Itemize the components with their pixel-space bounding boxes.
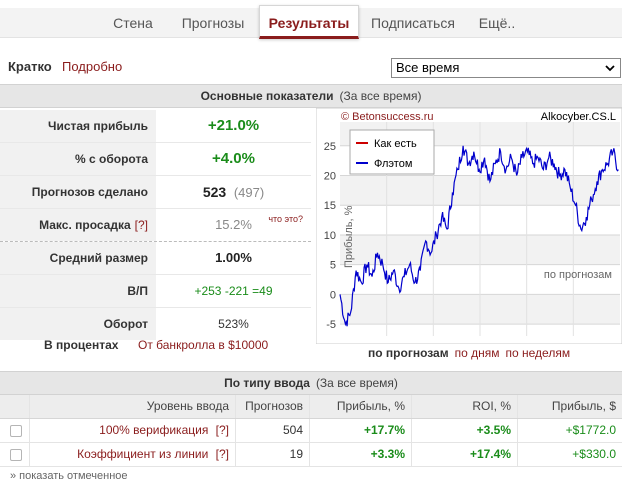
mode-brief[interactable]: Кратко [8,59,52,74]
main-stats-header: Основные показатели (За все время) [0,84,622,108]
level-name: Коэффициент из линии [77,447,209,461]
profit-pct-cell: +17.7% [310,419,412,442]
stat-label: В/П [0,275,156,307]
show-marked-link[interactable]: » показать отмеченное [10,470,128,482]
row-checkbox[interactable] [10,425,22,437]
stat-label: Чистая прибыль [0,110,156,142]
help-link[interactable]: [?] [215,423,229,437]
period-select-value: Все время [396,60,460,75]
stat-label: % с оборота [0,143,156,175]
header-cell-checkbox [0,395,30,418]
row-checkbox-cell [0,419,30,442]
stat-label-text: Макс. просадка [39,218,131,232]
forecasts-count-extra: (497) [233,185,265,200]
stat-label: Оборот [0,308,156,340]
stat-row-win-loss: В/П +253 -221 =49 [0,275,311,308]
drawdown-value: 15.2% [215,217,252,232]
stat-value: +253 -221 =49 [194,284,273,298]
header-cell-roi: ROI, % [412,395,518,418]
stat-value: 15.2% что это? [156,209,311,241]
tab-wall[interactable]: Стена [113,15,153,31]
level-cell: 100% верификация [?] [30,419,236,442]
tab-more[interactable]: Ещё.. [478,15,516,31]
level-name: 100% верификация [99,423,209,437]
profit-chart-svg: -5 0 5 10 15 20 25 © Betonsuccess.ru Alkocyber… [315,107,622,345]
y-tick-label: 5 [330,260,336,272]
y-ticks: -5 0 5 10 15 20 25 [324,141,336,331]
chart-x-mode-links: по прогнозам по дням по неделям [368,346,570,360]
legend-box [349,129,435,175]
help-link[interactable]: [?] [215,447,229,461]
stat-label: Макс. просадка [?] [0,209,156,241]
count-cell: 504 [236,419,310,442]
count-cell: 19 [236,443,310,466]
mode-detail-link[interactable]: Подробно [62,59,123,74]
type-section-title: По типу ввода [224,376,310,390]
top-nav: Стена Прогнозы Результаты Подписаться Ещ… [0,0,622,44]
roi-cell: +3.5% [412,419,518,442]
in-percent-label: В процентах [44,338,119,352]
stat-value: 1.00% [215,250,252,265]
chevron-down-icon [605,65,615,72]
profit-usd-cell: +$330.0 [572,447,616,461]
stat-row-net-profit: Чистая прибыль +21.0% [0,110,311,143]
chart-xlabel: по прогнозам [544,269,612,281]
stat-value: 523% [218,317,249,331]
y-tick-label: -5 [326,319,336,331]
y-tick-label: 20 [324,171,336,183]
stat-value: +4.0% [212,150,255,167]
table-row: 100% верификация [?] 504 +17.7% +3.5% +$… [0,419,622,443]
row-checkbox-cell [0,443,30,466]
stat-label: Прогнозов сделано [0,176,156,208]
main-stats-title: Основные показатели [200,89,334,103]
what-is-it-link[interactable]: что это? [268,214,303,224]
y-tick-label: 25 [324,141,336,153]
legend-entry-flat: Флэтом [374,158,412,170]
row-checkbox[interactable] [10,449,22,461]
stat-value: +21.0% [207,117,260,134]
roi-cell: +17.4% [412,443,518,466]
bankroll-link[interactable]: От банкролла в $10000 [138,338,269,352]
stat-value: 523 (497) [156,176,311,208]
y-tick-label: 10 [324,230,336,242]
x-mode-by-forecasts[interactable]: по прогнозам [368,346,449,360]
chart-watermark-right: Alkocyber.CS.L [541,111,616,123]
type-section-header: По типу ввода (За все время) [0,371,622,395]
stat-label: Средний размер [0,242,156,274]
help-link[interactable]: [?] [134,218,148,232]
tab-forecasts[interactable]: Прогнозы [181,15,245,31]
legend-entry-as-is: Как есть [374,138,417,150]
x-mode-by-weeks[interactable]: по неделям [505,346,571,360]
header-cell-profit-usd: Прибыль, $ [551,399,616,413]
chart-watermark-left: © Betonsuccess.ru [341,111,433,123]
stat-row-turnover-pct: % с оборота +4.0% [0,143,311,176]
stat-row-forecasts-made: Прогнозов сделано 523 (497) [0,176,311,209]
header-cell-level: Уровень ввода [30,395,236,418]
stat-row-max-drawdown: Макс. просадка [?] 15.2% что это? [0,209,311,242]
stat-row-avg-size: Средний размер 1.00% [0,242,311,275]
y-tick-label: 0 [330,289,336,301]
chart-series [339,145,619,327]
header-cell-profit-pct: Прибыль, % [310,395,412,418]
y-tick-label: 15 [324,200,336,212]
tab-results[interactable]: Результаты [259,5,359,39]
profit-usd-cell: +$1772.0 [565,423,616,437]
chart-grid [340,122,620,336]
period-select[interactable]: Все время [391,58,621,78]
x-mode-by-days[interactable]: по дням [454,346,500,360]
series-line-flat [339,145,619,327]
chart-ylabel: Прибыль, % [343,205,355,268]
profit-pct-cell: +3.3% [310,443,412,466]
table-row: Коэффициент из линии [?] 19 +3.3% +17.4%… [0,443,622,467]
header-cell-count: Прогнозов [236,395,310,418]
profit-chart: -5 0 5 10 15 20 25 © Betonsuccess.ru Alkocyber… [315,107,622,345]
type-section-subtitle: (За все время) [315,376,398,390]
forecasts-count: 523 [202,184,227,200]
chart-legend: Как есть Флэтом [349,129,435,175]
main-stats-subtitle: (За все время) [339,89,422,103]
level-cell: Коэффициент из линии [?] [30,443,236,466]
stat-row-turnover: Оборот 523% [0,308,311,341]
tab-subscribe[interactable]: Подписаться [371,15,455,31]
table-header-row: Уровень ввода Прогнозов Прибыль, % ROI, … [0,395,622,419]
